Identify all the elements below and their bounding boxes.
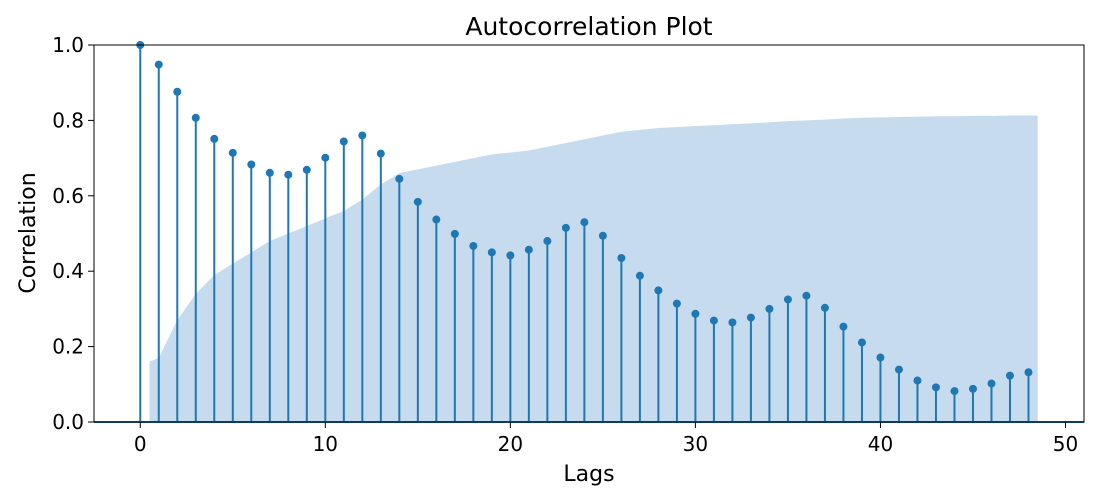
stem-marker [358,131,367,140]
stem-marker [376,149,385,158]
stem-marker [228,148,237,157]
stem-marker [284,170,293,179]
stem-marker [395,174,404,183]
stem-marker [339,137,348,146]
stem-marker [506,251,515,260]
y-tick-label: 0.0 [52,410,84,434]
stem-marker [968,384,977,393]
y-axis-label: Correlation [16,172,41,293]
stem-marker [672,299,681,308]
stem-marker [432,215,441,224]
stem-marker [524,245,533,254]
x-tick-label: 40 [868,432,893,456]
y-tick-label: 0.2 [52,335,84,359]
stem-marker [635,271,644,280]
stem-marker [543,237,552,246]
stem-marker [802,291,811,300]
stem-marker [487,248,496,257]
stem-marker [210,134,219,143]
stem-marker [709,316,718,325]
confidence-band [149,115,1038,423]
stem-marker [469,241,478,250]
stem-marker [857,338,866,347]
stem-marker [876,353,885,362]
stem-marker [987,379,996,388]
x-tick-label: 30 [683,432,708,456]
stem-marker [154,60,163,69]
x-tick-label: 10 [313,432,338,456]
plot-frame [93,44,1085,423]
y-tick-label: 0.8 [52,108,84,132]
stem-marker [561,223,570,232]
stem-marker [617,254,626,263]
stem-marker [746,313,755,322]
stem-marker [598,231,607,240]
stem-marker [265,168,274,177]
stem-marker [413,197,422,206]
x-tick-label: 50 [1053,432,1078,456]
y-tick-label: 0.6 [52,184,84,208]
stem-marker [820,303,829,312]
stem-marker [191,113,200,122]
stem-marker [247,160,256,169]
stem-marker [1005,371,1014,380]
x-tick-label: 20 [498,432,523,456]
stem-marker [765,304,774,313]
x-tick-label: 0 [134,432,147,456]
stem-marker [913,376,922,385]
stem-marker [654,286,663,295]
x-axis-label: Lags [563,462,614,487]
stem-marker [321,153,330,162]
stem-marker [450,229,459,238]
stem-marker [931,383,940,392]
stem-marker [580,218,589,227]
stem-marker [783,295,792,304]
y-tick-label: 0.4 [52,259,84,283]
stem-marker [302,165,311,174]
stem-marker [839,322,848,331]
y-tick-label: 1.0 [52,33,84,57]
stem-marker [1024,368,1033,377]
stem-marker [728,318,737,327]
stem-marker [950,387,959,396]
stem-marker [173,87,182,96]
chart-title: Autocorrelation Plot [465,12,712,41]
stem-marker [691,309,700,318]
axes-layer: 0 10 20 30 40 50 0.0 0.2 0.4 0.6 0.8 1.0 [52,33,1085,456]
stem-marker [894,365,903,374]
confidence-band-layer [149,115,1038,423]
